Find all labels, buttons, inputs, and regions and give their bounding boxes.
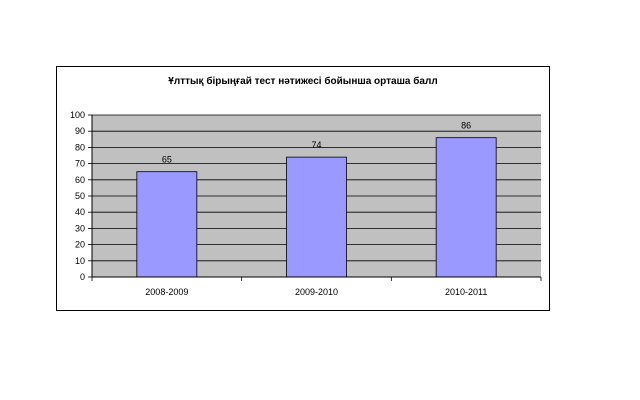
y-tick-label: 20 — [75, 240, 85, 250]
data-label: 74 — [311, 140, 321, 150]
y-tick-label: 60 — [75, 175, 85, 185]
data-label: 86 — [461, 121, 471, 131]
y-tick-label: 50 — [75, 191, 85, 201]
y-tick-label: 10 — [75, 256, 85, 266]
y-tick-label: 30 — [75, 223, 85, 233]
y-tick-label: 70 — [75, 159, 85, 169]
y-tick-label: 80 — [75, 142, 85, 152]
y-tick-label: 90 — [75, 126, 85, 136]
bar — [286, 156, 347, 278]
data-label: 65 — [162, 155, 172, 165]
x-tick-label: 2008-2009 — [145, 287, 188, 297]
bar — [136, 171, 198, 278]
bar — [435, 137, 497, 278]
x-tick-label: 2010-2011 — [445, 287, 487, 297]
chart-title: Ұлттық бірыңғай тест нәтижесі бойынша ор… — [168, 76, 438, 87]
y-tick-label: 0 — [80, 272, 85, 282]
x-tick-label: 2009-2010 — [295, 287, 338, 297]
y-tick-label: 100 — [70, 110, 85, 120]
y-tick-label: 40 — [75, 207, 85, 217]
